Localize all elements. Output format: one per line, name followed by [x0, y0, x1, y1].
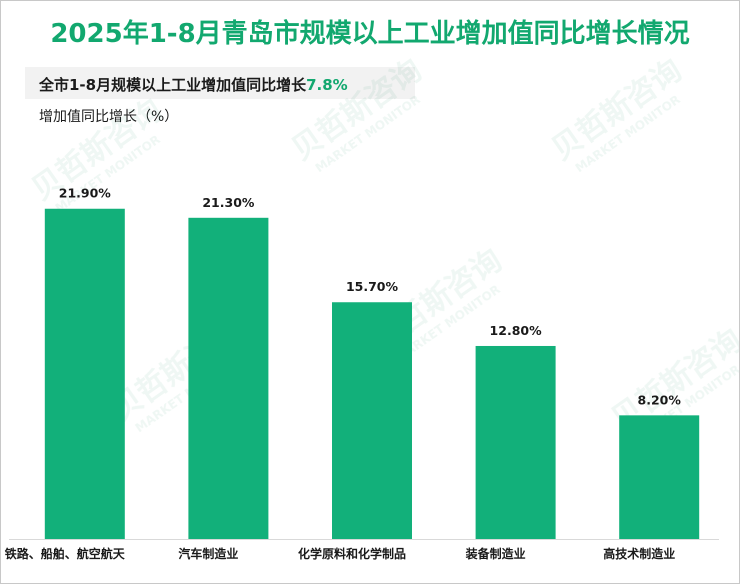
bar — [188, 217, 269, 539]
bar-value-label: 8.20% — [638, 392, 682, 407]
bar — [44, 208, 125, 540]
x-tick-label: 铁路、船舶、航空航天 — [5, 546, 126, 561]
x-tick-label: 装备制造业 — [465, 546, 526, 561]
chart-subtitle: 全市1-8月规模以上工业增加值同比增长7.8% — [39, 74, 348, 95]
chart-title: 2025年1-8月青岛市规模以上工业增加值同比增长情况 — [50, 19, 690, 49]
bar-value-label: 21.30% — [202, 195, 255, 210]
bar — [475, 345, 556, 539]
bar — [332, 302, 412, 539]
y-axis-label: 增加值同比增长（%） — [39, 109, 179, 125]
subtitle-highlight-value: 7.8% — [306, 76, 348, 94]
bar — [619, 415, 700, 539]
subtitle-text: 全市1-8月规模以上工业增加值同比增长 — [39, 76, 307, 94]
x-tick-label: 高技术制造业 — [603, 546, 675, 561]
bar-value-label: 21.90% — [59, 186, 112, 201]
x-tick-label: 化学原料和化学制品 — [298, 546, 406, 561]
x-tick-label: 汽车制造业 — [178, 546, 238, 561]
bar-value-label: 15.70% — [346, 279, 399, 294]
bar-value-label: 12.80% — [490, 323, 543, 338]
subtitle-background — [25, 67, 415, 99]
